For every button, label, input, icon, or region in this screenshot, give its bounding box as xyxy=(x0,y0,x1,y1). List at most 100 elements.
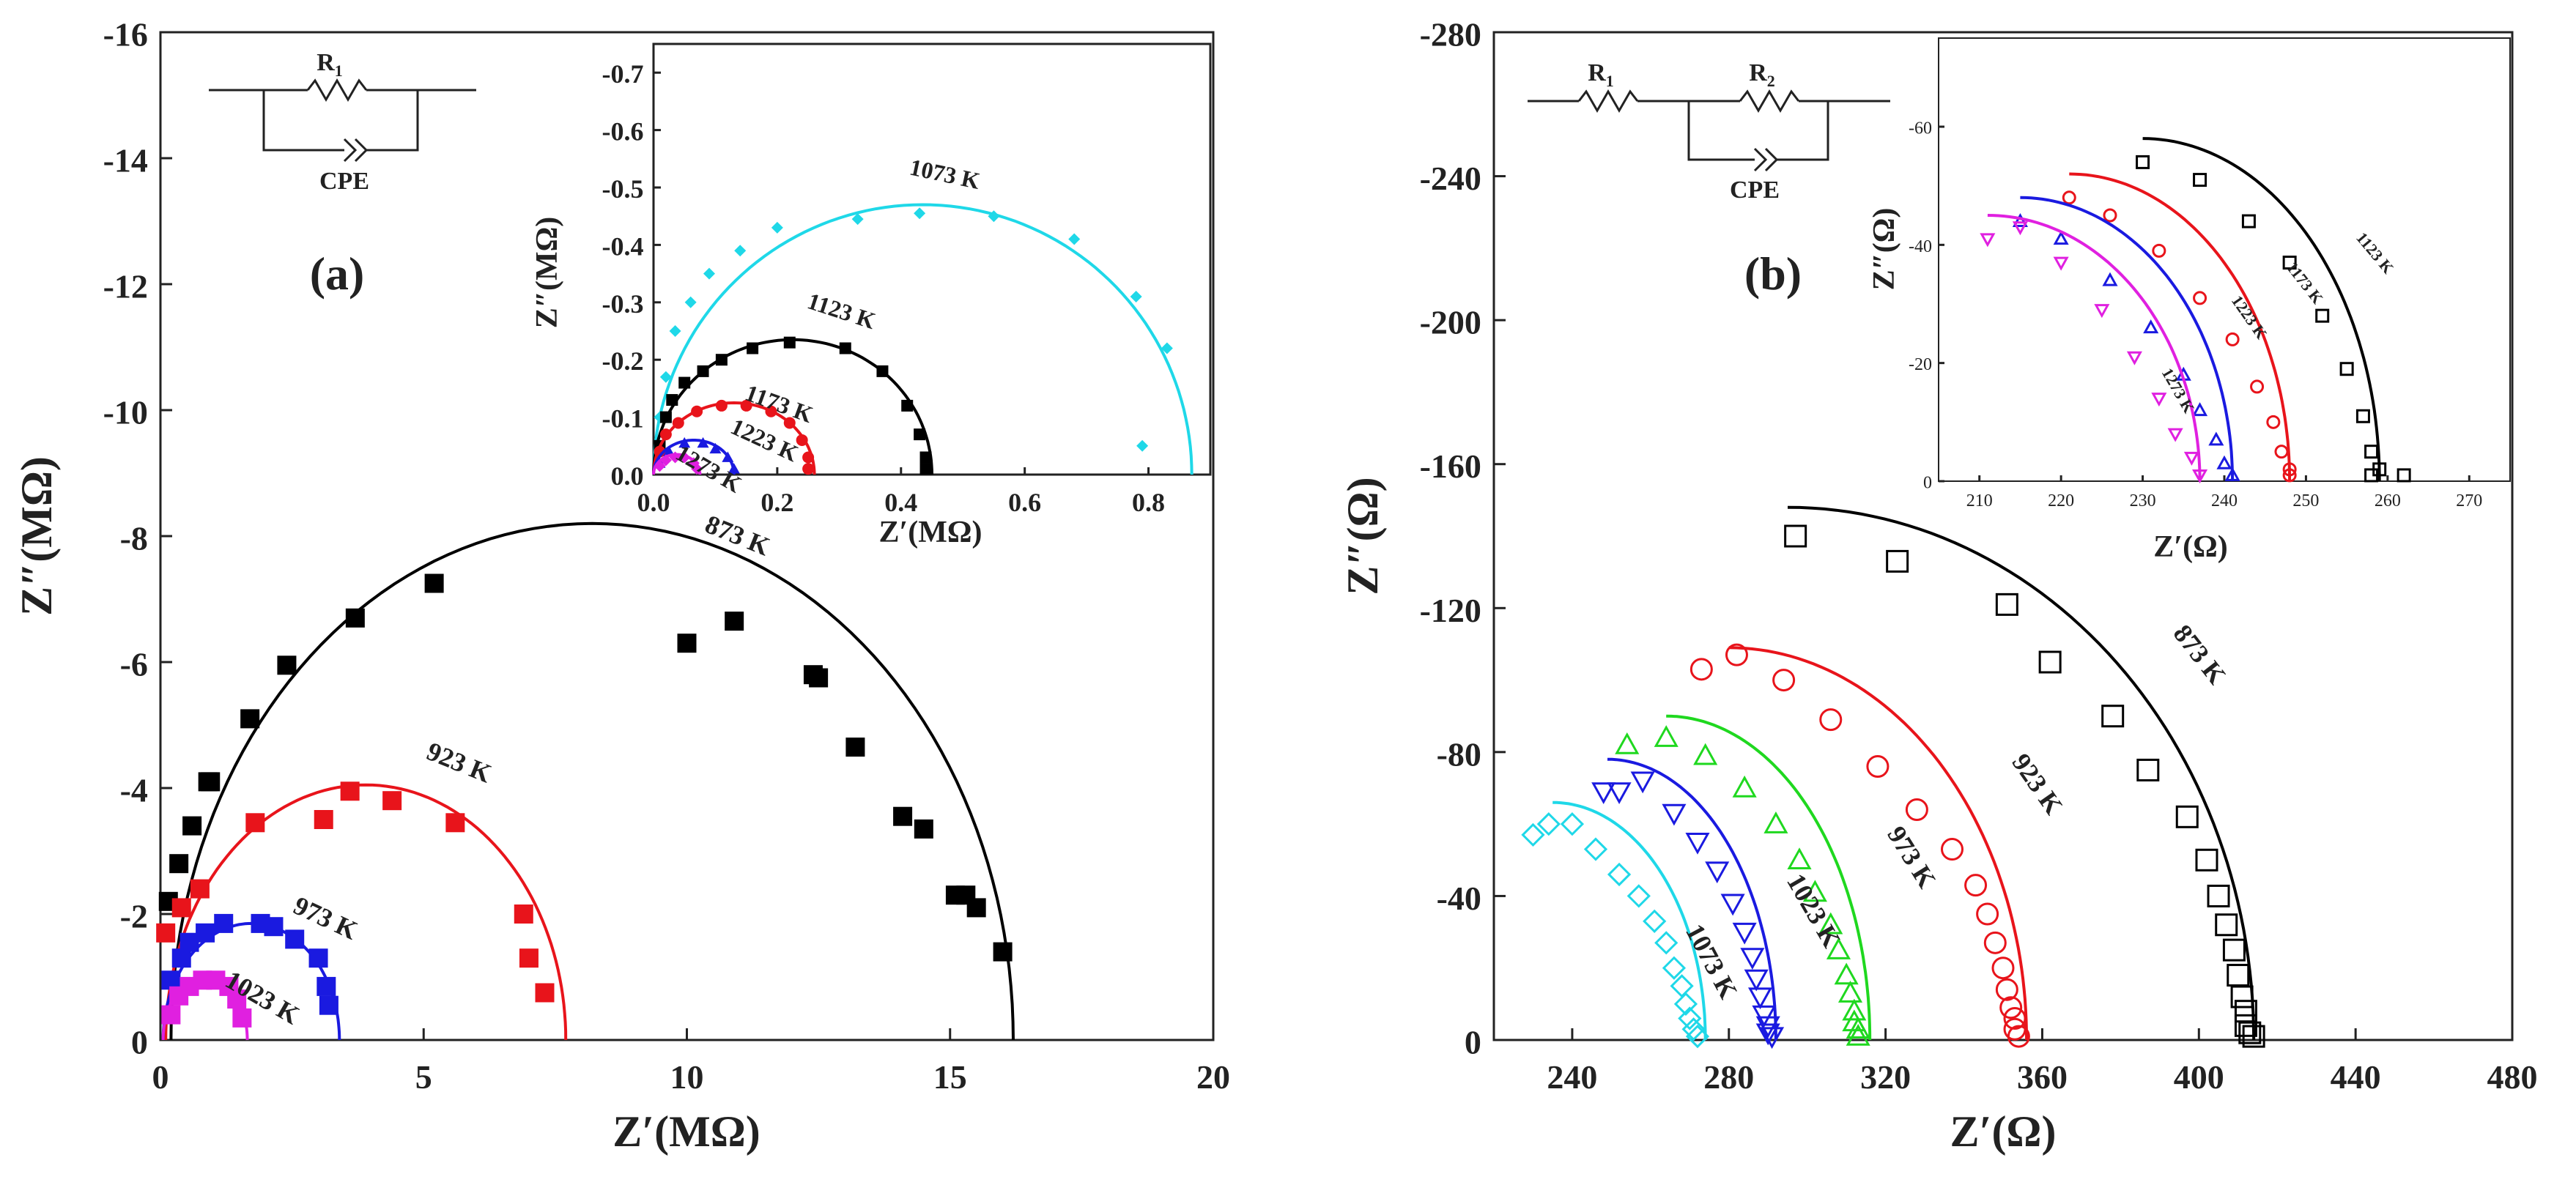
data-point-1123-k xyxy=(783,336,796,349)
y-tick-label: -60 xyxy=(1909,119,1932,138)
data-point-1223-k xyxy=(697,437,709,448)
data-point-873-k xyxy=(2195,848,2218,872)
data-point-1073-k xyxy=(1521,822,1545,847)
y-tick-label: -6 xyxy=(120,645,148,683)
data-point-923-k xyxy=(1819,708,1843,732)
y-tick-label: -0.4 xyxy=(602,231,644,261)
y-tick-label: -280 xyxy=(1420,15,1481,53)
data-point-873-k xyxy=(2136,758,2160,781)
inset-b-xlabel: Z′(Ω) xyxy=(2153,530,2227,564)
data-point-923-k xyxy=(535,983,555,1003)
data-point-923-k xyxy=(382,791,402,811)
data-point-973-k xyxy=(1842,998,1867,1021)
series-label-1073-k: 1073 K xyxy=(1680,919,1743,1003)
y-tick-label: -160 xyxy=(1420,447,1481,485)
series-label-923-k: 923 K xyxy=(2006,748,2068,820)
data-point-973-k xyxy=(1834,962,1859,985)
data-point-1223-k xyxy=(2053,231,2069,245)
data-point-1123-k xyxy=(697,365,709,377)
data-point-873-k xyxy=(1784,524,1807,548)
x-tick-label: 480 xyxy=(2487,1058,2538,1096)
data-point-1273-k xyxy=(669,451,681,464)
panel-b-label: (b) xyxy=(1744,248,1802,300)
x-tick-label: 280 xyxy=(1703,1058,1754,1096)
data-point-1073-k xyxy=(1583,837,1608,861)
data-point-1173-k xyxy=(2062,190,2076,205)
data-point-1273-k xyxy=(2167,428,2183,442)
data-point-973-k xyxy=(196,923,215,943)
data-point-923-k xyxy=(445,813,465,833)
circuit-b-wire-mid xyxy=(1637,100,1740,161)
data-point-1173-k xyxy=(715,399,728,412)
circuit-b-cpe-label: CPE xyxy=(1730,177,1780,204)
data-point-873-k xyxy=(725,612,744,631)
data-point-923-k xyxy=(1995,978,2018,1001)
data-point-1173-k xyxy=(783,417,796,429)
fit-curve-973-k xyxy=(1666,714,1872,1041)
data-point-1023-k xyxy=(1747,987,1773,1010)
data-point-923-k xyxy=(1983,931,2007,954)
fit-curve-1223-k xyxy=(2020,196,2235,482)
data-point-1123-k xyxy=(2364,468,2379,483)
fit-curve-923-k xyxy=(164,783,568,1041)
data-point-973-k xyxy=(1693,743,1718,765)
data-point-1073-k xyxy=(1161,342,1173,354)
x-tick-label: 220 xyxy=(2048,491,2074,510)
data-point-873-k xyxy=(2207,884,2230,907)
data-point-1123-k xyxy=(2364,445,2379,459)
data-point-873-k xyxy=(845,738,865,757)
circuit-b-wire-out xyxy=(1791,100,1890,161)
data-point-923-k xyxy=(171,898,191,918)
data-point-1023-k xyxy=(1705,861,1730,884)
data-point-1173-k xyxy=(2266,415,2281,429)
data-point-1073-k xyxy=(1654,931,1679,955)
inset-b-ticks: 210 220 230 240 250 260 270 0 -20 -40 -60 xyxy=(1909,119,2482,510)
data-point-1173-k xyxy=(2250,379,2265,394)
data-point-923-k xyxy=(1866,755,1890,779)
x-tick-label: 0.2 xyxy=(760,488,793,517)
series-1023-k: 1023 K xyxy=(1591,757,1846,1050)
x-tick-label: 240 xyxy=(2211,491,2238,510)
data-point-1173-k xyxy=(740,399,752,412)
circuit-b-r2 xyxy=(1739,89,1800,114)
y-tick-label: -16 xyxy=(103,15,148,53)
data-point-1223-k xyxy=(678,437,691,448)
data-point-973-k xyxy=(1818,912,1843,935)
data-point-1123-k xyxy=(919,451,932,464)
data-point-1273-k xyxy=(2126,351,2142,365)
data-point-973-k xyxy=(1846,1023,1870,1046)
x-tick-label: 20 xyxy=(1196,1058,1230,1096)
y-tick-label: -12 xyxy=(103,267,148,305)
data-point-1073-k xyxy=(1678,1006,1702,1030)
fit-curve-1123-k xyxy=(2142,137,2381,482)
inset-b-frame xyxy=(1938,37,2511,482)
data-point-1073-k xyxy=(1560,812,1585,836)
y-tick-label: 0.0 xyxy=(611,461,644,491)
series-1073-k: 1073 K xyxy=(1521,800,1743,1049)
data-point-1273-k xyxy=(2012,221,2028,236)
circuit-a-wire-right xyxy=(366,89,476,152)
circuit-b-r2-label: R2 xyxy=(1749,59,1775,90)
data-point-923-k xyxy=(1905,798,1928,821)
data-point-1023-k xyxy=(161,1005,181,1025)
x-tick-label: 400 xyxy=(2174,1058,2224,1096)
series-label-873-k: 873 K xyxy=(2168,619,2232,689)
data-point-923-k xyxy=(1999,996,2023,1019)
data-point-1023-k xyxy=(1744,969,1769,992)
y-tick-label: -10 xyxy=(103,393,148,431)
data-point-873-k xyxy=(424,573,444,593)
data-point-973-k xyxy=(1846,1017,1870,1039)
data-point-973-k xyxy=(1837,981,1863,1003)
circuit-b-r1-label: R1 xyxy=(1588,59,1614,90)
data-point-1073-k xyxy=(1130,290,1142,302)
panel-b-circuit xyxy=(1528,89,1890,172)
circuit-a-cpe xyxy=(308,138,381,163)
data-point-923-k xyxy=(314,810,333,829)
data-point-1073-k xyxy=(1068,233,1081,245)
data-point-1273-k xyxy=(2151,393,2167,407)
circuit-a-r1: R1 xyxy=(317,49,343,80)
panel-a-ylabel: Z″(MΩ) xyxy=(12,456,61,616)
data-point-1273-k xyxy=(654,460,666,472)
data-point-1173-k xyxy=(2152,243,2166,258)
data-point-923-k xyxy=(2007,1025,2030,1048)
